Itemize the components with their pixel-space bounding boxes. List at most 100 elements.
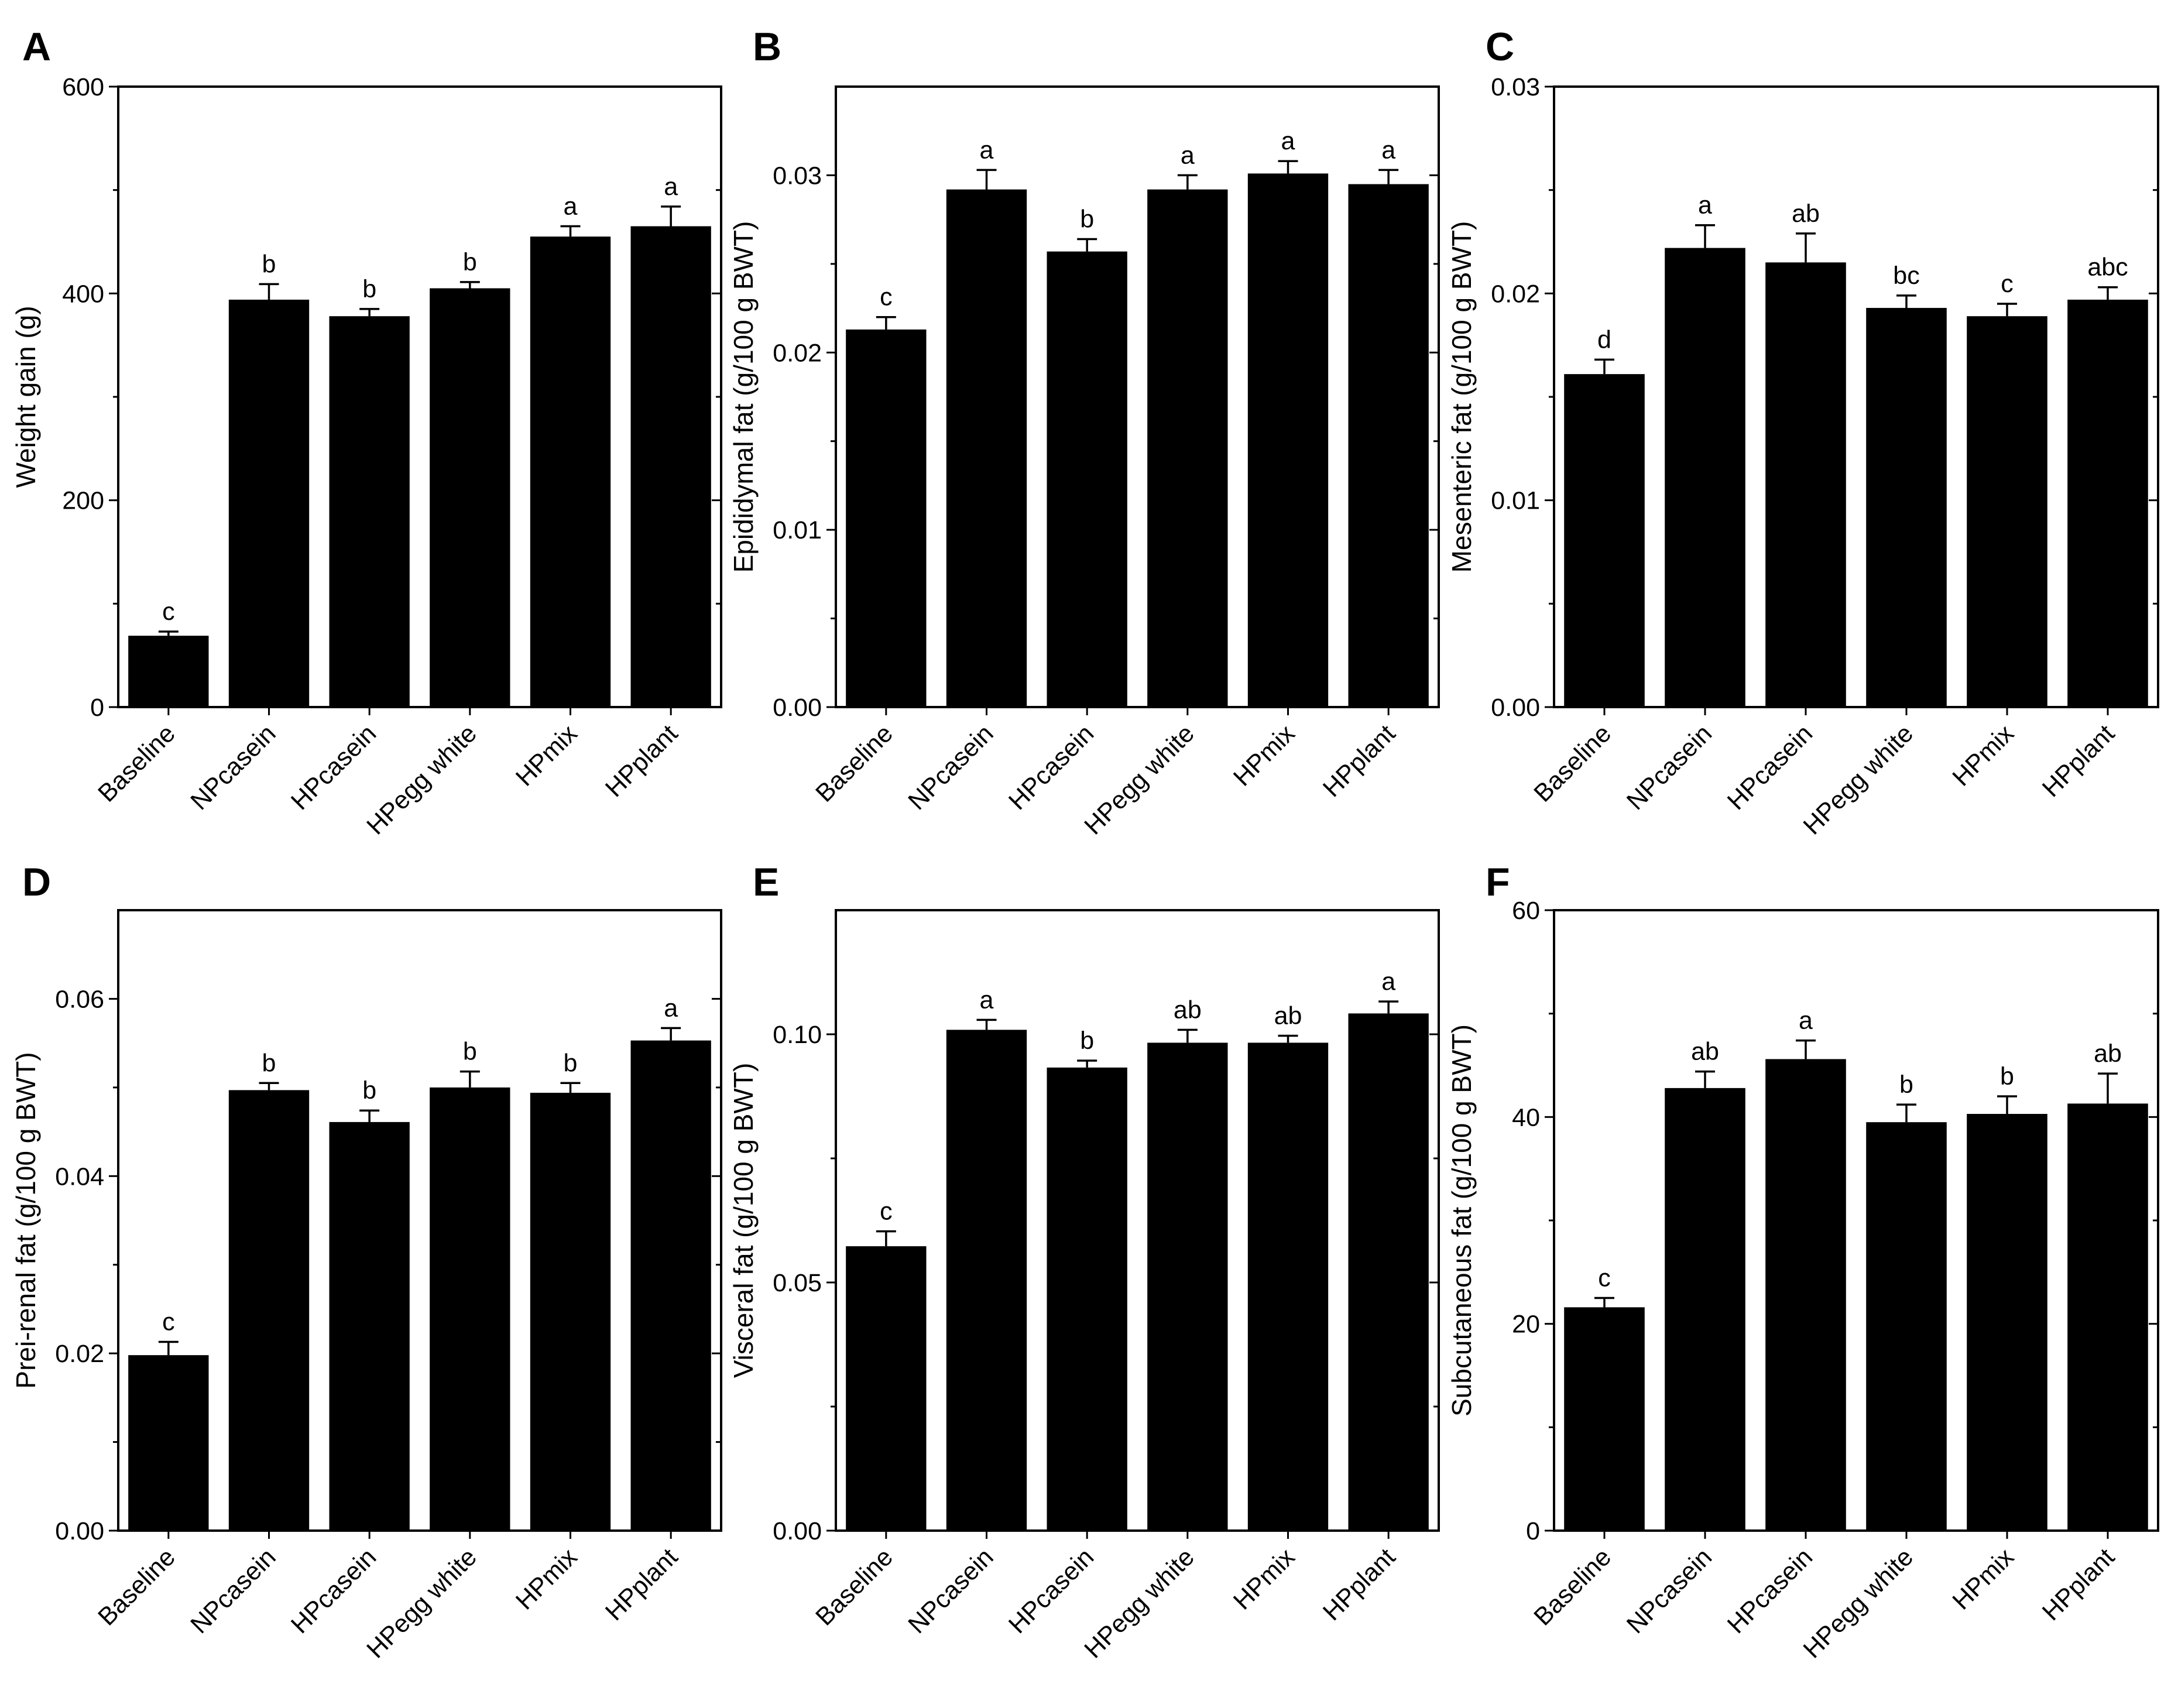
significance-label: a [664, 994, 678, 1022]
x-tick-label: HPmix [510, 719, 583, 792]
significance-label: ab [1691, 1038, 1719, 1066]
y-axis-title: Subcutaneous fat (g/100 g BWT) [1446, 1024, 1477, 1417]
x-tick-label: NPcasein [1621, 719, 1717, 815]
bar [430, 1087, 510, 1531]
x-tick-label: HPmix [1228, 719, 1301, 792]
y-tick-label: 0.06 [55, 985, 104, 1013]
significance-label: ab [1174, 996, 1202, 1024]
bar [128, 1355, 209, 1531]
bar [1967, 1114, 2047, 1531]
x-tick-label: HPplant [600, 1543, 683, 1626]
bar [1348, 1013, 1429, 1531]
significance-label: c [880, 1198, 893, 1226]
y-tick-label: 0 [1526, 1517, 1540, 1545]
significance-label: abc [2087, 253, 2128, 282]
x-tick-label: HPcasein [1003, 719, 1099, 815]
panel-letter: D [22, 860, 51, 904]
bar [946, 1030, 1027, 1531]
x-tick-label: HPcasein [1003, 1543, 1099, 1639]
y-tick-label: 20 [1512, 1311, 1540, 1339]
significance-label: a [1281, 127, 1295, 155]
significance-label: a [664, 173, 678, 201]
significance-label: b [564, 1049, 578, 1077]
plot-frame [117, 85, 722, 708]
bar [1866, 1122, 1947, 1531]
y-axis-title: Mesenteric fat (g/100 g BWT) [1446, 221, 1477, 573]
y-axis-title: Epididymal fat (g/100 g BWT) [728, 221, 759, 573]
bar [1047, 1067, 1127, 1531]
x-tick-label: HPmix [1947, 719, 2020, 792]
significance-label: c [162, 598, 175, 626]
bar [1348, 184, 1429, 708]
y-tick-label: 0.03 [773, 162, 822, 190]
panel-letter: F [1486, 860, 1510, 904]
y-tick-label: 400 [62, 280, 104, 308]
significance-label: b [1899, 1071, 1913, 1099]
significance-label: a [980, 986, 994, 1014]
significance-label: b [262, 250, 276, 278]
significance-label: a [980, 136, 994, 164]
bar [430, 288, 510, 707]
bar [1047, 251, 1127, 708]
x-tick-label: HPcasein [1722, 719, 1818, 815]
x-tick-label: NPcasein [903, 1543, 999, 1639]
bar [2067, 299, 2148, 707]
significance-label: b [2000, 1062, 2014, 1090]
bar [2067, 1103, 2148, 1531]
y-tick-label: 600 [62, 73, 104, 101]
significance-label: b [1080, 205, 1094, 233]
y-axis-title: Weight gain (g) [11, 306, 41, 488]
y-tick-label: 0.03 [1491, 73, 1540, 101]
y-axis-title: Prei-renal fat (g/100 g BWT) [11, 1052, 41, 1388]
bar [128, 636, 209, 707]
x-tick-label: HPcasein [286, 1543, 382, 1639]
y-tick-label: 0.02 [55, 1340, 104, 1368]
y-tick-label: 0.00 [1491, 694, 1540, 722]
x-tick-label: Baseline [810, 719, 898, 808]
y-tick-label: 40 [1512, 1103, 1540, 1131]
x-tick-label: HPmix [1228, 1543, 1301, 1616]
bar [329, 1121, 410, 1531]
significance-label: a [1381, 136, 1395, 164]
x-tick-label: HPplant [1318, 719, 1401, 802]
y-tick-label: 0.10 [773, 1021, 822, 1049]
panel-letter: B [753, 25, 781, 69]
y-tick-label: 0.01 [1491, 487, 1540, 515]
x-tick-label: HPmix [1947, 1543, 2020, 1616]
significance-label: d [1597, 325, 1611, 354]
bar [1967, 316, 2047, 707]
bar [946, 189, 1027, 708]
x-tick-label: HPplant [1318, 1543, 1401, 1626]
y-tick-label: 0.00 [773, 694, 822, 722]
y-tick-label: 0.04 [55, 1162, 104, 1191]
bar [530, 1092, 611, 1531]
y-tick-label: 0.02 [1491, 280, 1540, 308]
significance-label: c [880, 283, 893, 311]
significance-label: b [362, 275, 376, 303]
y-tick-label: 0.00 [773, 1517, 822, 1545]
bar [846, 1246, 927, 1531]
significance-label: ab [2094, 1040, 2122, 1068]
x-tick-label: NPcasein [186, 1543, 282, 1639]
y-tick-label: 0.00 [55, 1517, 104, 1545]
x-tick-label: NPcasein [1621, 1543, 1717, 1639]
significance-label: a [1799, 1007, 1813, 1035]
significance-label: b [262, 1049, 276, 1077]
bar [630, 226, 711, 707]
x-tick-label: Baseline [1528, 1543, 1617, 1631]
bar [1247, 1042, 1329, 1531]
bar [1564, 374, 1645, 707]
significance-label: b [463, 1038, 477, 1066]
x-tick-label: NPcasein [903, 719, 999, 815]
y-tick-label: 200 [62, 487, 104, 515]
plot-frame [1553, 85, 2159, 708]
bar [1765, 262, 1846, 707]
plot-frame [835, 85, 1440, 708]
significance-label: c [2001, 270, 2014, 298]
x-tick-label: HPplant [600, 719, 683, 802]
